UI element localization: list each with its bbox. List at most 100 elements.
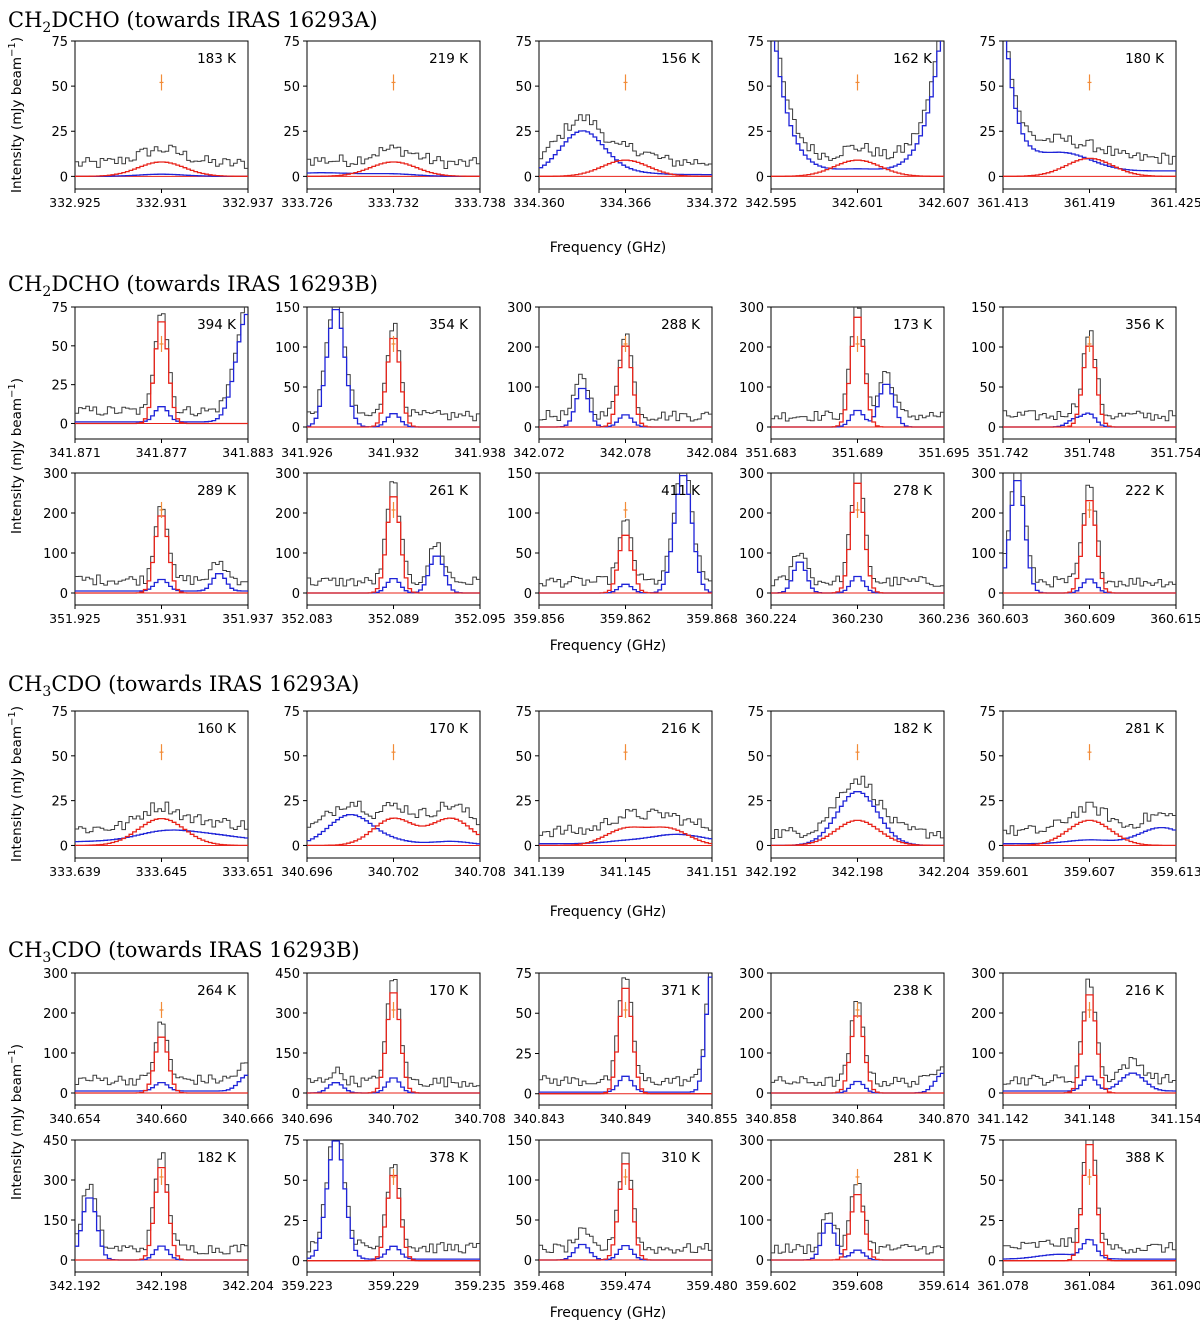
- y-tick-label: 75: [515, 967, 532, 982]
- total-model-spectrum: [771, 561, 944, 594]
- y-tick-label: 0: [988, 1087, 996, 1102]
- species-model-spectrum: [1003, 1143, 1176, 1262]
- y-tick-label: 150: [275, 1047, 300, 1062]
- y-tick-label: 200: [275, 507, 300, 522]
- y-tick-label: 50: [51, 340, 68, 355]
- y-axis-label-text: Intensity (mJy beam: [9, 726, 25, 862]
- x-tick-label: 333.726: [281, 195, 333, 210]
- x-tick-label: 340.702: [368, 864, 420, 879]
- observed-spectrum: [1003, 978, 1176, 1086]
- y-tick-label: 300: [971, 467, 996, 482]
- y-tick-label: 0: [524, 839, 532, 854]
- x-tick-label: 351.689: [832, 445, 884, 460]
- upper-energy-label: 394 K: [197, 317, 237, 333]
- x-tick-label: 340.654: [49, 1111, 101, 1126]
- x-tick-label: 342.078: [600, 445, 652, 460]
- x-tick-label: 333.645: [136, 864, 188, 879]
- y-tick-label: 300: [275, 467, 300, 482]
- spectrum-panel: 0 150 300 450 340.696 340.702 340.708 170 K: [275, 967, 506, 1126]
- y-axis-label-close: ): [9, 706, 25, 711]
- x-tick-label: 360.615: [1150, 611, 1200, 626]
- x-tick-label: 341.139: [513, 864, 565, 879]
- y-tick-label: 0: [60, 1254, 68, 1269]
- x-tick-label: 359.613: [1150, 864, 1200, 879]
- y-tick-label: 50: [515, 1214, 532, 1229]
- spectrum-panel: 0 100 200 300 360.603 360.609 360.615 222 K: [971, 467, 1200, 626]
- x-tick-label: 361.413: [977, 195, 1029, 210]
- species-model-spectrum: [307, 496, 480, 594]
- y-tick-label: 300: [43, 467, 68, 482]
- x-tick-label: 340.708: [454, 864, 506, 879]
- y-tick-label: 75: [515, 705, 532, 720]
- y-axis-label-text: Intensity (mJy beam: [9, 1064, 25, 1200]
- total-model-spectrum: [75, 1197, 248, 1261]
- y-tick-label: 0: [524, 421, 532, 436]
- y-tick-label: 25: [283, 795, 300, 810]
- total-model-spectrum: [771, 791, 944, 847]
- x-tick-label: 359.235: [454, 1278, 506, 1293]
- panel-plot-area: [1003, 41, 1176, 177]
- x-tick-label: 361.425: [1150, 195, 1200, 210]
- x-tick-label: 351.937: [222, 611, 274, 626]
- species-model-spectrum: [307, 992, 480, 1094]
- y-axis-label-sup: −1: [7, 1049, 18, 1064]
- observed-spectrum: [307, 481, 480, 587]
- y-tick-label: 100: [507, 381, 532, 396]
- y-tick-label: 50: [515, 547, 532, 562]
- total-model-spectrum: [1003, 412, 1176, 428]
- y-tick-label: 25: [515, 1047, 532, 1062]
- x-tick-label: 351.695: [918, 445, 970, 460]
- upper-energy-label: 281 K: [1125, 721, 1165, 737]
- upper-energy-label: 289 K: [197, 483, 237, 499]
- total-model-spectrum: [307, 1077, 480, 1094]
- x-tick-label: 332.937: [222, 195, 274, 210]
- observed-spectrum: [539, 1152, 712, 1254]
- total-model-spectrum: [539, 976, 712, 1093]
- y-tick-label: 100: [971, 547, 996, 562]
- y-tick-label: 75: [51, 35, 68, 50]
- y-tick-label: 25: [51, 125, 68, 140]
- species-model-spectrum: [75, 161, 248, 177]
- observed-spectrum: [1006, 41, 1176, 165]
- x-tick-label: 359.229: [368, 1278, 420, 1293]
- panel-plot-area: [307, 307, 480, 428]
- x-tick-label: 340.696: [281, 864, 333, 879]
- upper-energy-label: 261 K: [429, 483, 469, 499]
- spectrum-panel: 0 100 200 300 359.602 359.608 359.614 281 K: [739, 1134, 970, 1293]
- observed-spectrum: [771, 775, 944, 839]
- y-tick-label: 200: [507, 341, 532, 356]
- x-tick-label: 359.602: [745, 1278, 797, 1293]
- observed-spectrum: [777, 41, 941, 161]
- upper-energy-label: 411 K: [661, 483, 701, 499]
- upper-energy-label: 170 K: [429, 983, 469, 999]
- panel-plot-area: [771, 775, 944, 847]
- species-model-spectrum: [75, 321, 248, 425]
- x-tick-label: 341.151: [686, 864, 738, 879]
- y-tick-label: 150: [507, 1134, 532, 1149]
- x-tick-label: 360.224: [745, 611, 797, 626]
- total-model-spectrum: [307, 813, 480, 845]
- x-tick-label: 342.204: [222, 1278, 274, 1293]
- observed-spectrum: [1003, 801, 1176, 836]
- section-title: CH3CDO (towards IRAS 16293A): [8, 672, 360, 701]
- species-model-spectrum: [771, 482, 944, 594]
- y-tick-label: 25: [51, 795, 68, 810]
- spectrum-panel: 0 25 50 75 334.360 334.366 334.372 156 K: [513, 35, 738, 210]
- x-tick-label: 333.651: [222, 864, 274, 879]
- species-model-spectrum: [307, 161, 480, 177]
- y-tick-label: 25: [515, 795, 532, 810]
- y-tick-label: 50: [51, 80, 68, 95]
- spectrum-panel: 0 25 50 75 359.601 359.607 359.613 281 K: [977, 705, 1200, 879]
- y-tick-label: 300: [971, 967, 996, 982]
- upper-energy-label: 180 K: [1125, 51, 1165, 67]
- y-tick-label: 0: [524, 1254, 532, 1269]
- x-tick-label: 341.871: [49, 445, 101, 460]
- y-tick-label: 200: [739, 1007, 764, 1022]
- species-model-spectrum: [1003, 819, 1176, 847]
- y-tick-label: 300: [43, 1174, 68, 1189]
- x-tick-label: 334.360: [513, 195, 565, 210]
- y-tick-label: 200: [739, 1174, 764, 1189]
- species-model-spectrum: [539, 826, 712, 847]
- upper-energy-label: 160 K: [197, 721, 237, 737]
